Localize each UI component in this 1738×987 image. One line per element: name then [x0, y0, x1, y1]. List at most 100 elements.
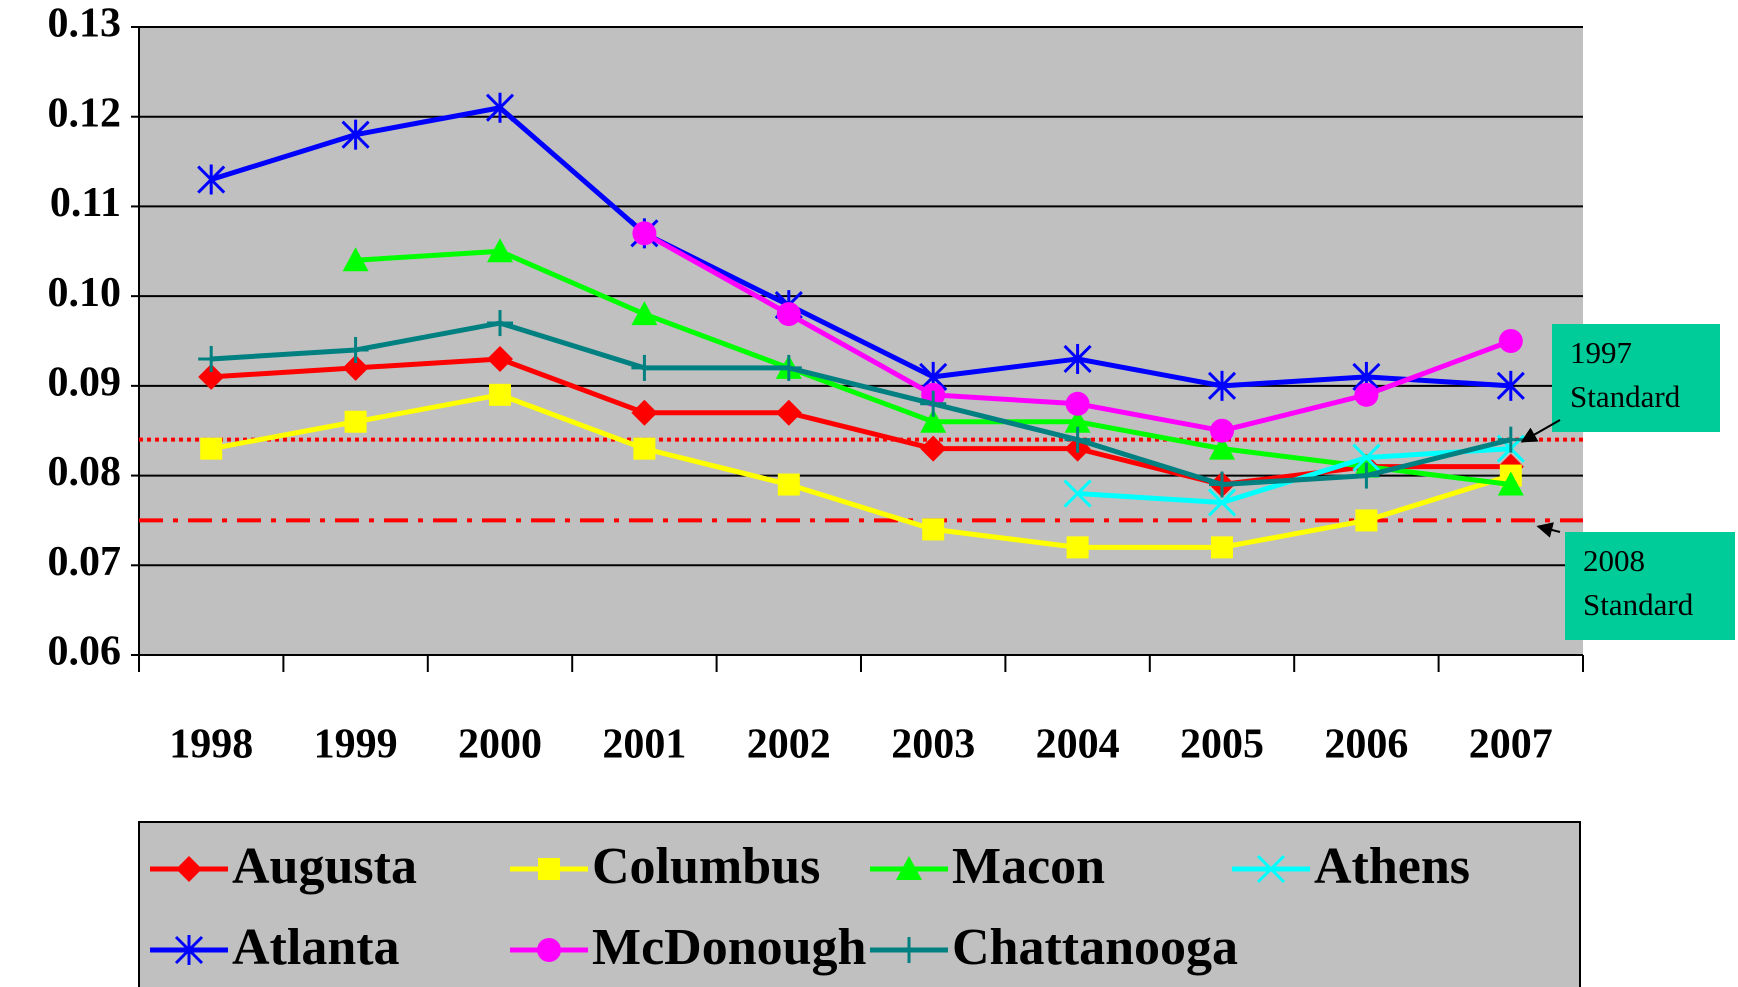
legend-label: Chattanooga: [952, 919, 1238, 976]
marker: [920, 435, 947, 462]
marker-shape: [920, 435, 947, 462]
marker: [1209, 471, 1235, 498]
marker-shape: [631, 301, 658, 326]
y-tick-label: 0.12: [48, 90, 122, 136]
marker-shape: [632, 221, 657, 246]
marker-shape: [922, 518, 945, 541]
marker-stroke: [1256, 854, 1286, 884]
marker: [1211, 536, 1233, 559]
marker: [487, 345, 513, 372]
x-tick-label: 2003: [891, 722, 975, 768]
marker-shape: [1498, 329, 1523, 353]
marker: [632, 221, 657, 246]
marker-shape: [777, 473, 800, 496]
marker: [200, 437, 223, 460]
marker-shape: [631, 399, 658, 426]
annotation-arrow: [1520, 419, 1561, 443]
marker-shape: [176, 856, 202, 882]
marker: [342, 247, 369, 272]
marker: [633, 437, 656, 460]
legend-label: Atlanta: [232, 919, 400, 976]
marker-shape: [776, 302, 801, 327]
x-tick-label: 2001: [602, 722, 686, 768]
marker: [631, 399, 658, 426]
x-tick-label: 1998: [169, 722, 253, 768]
marker-shape: [344, 410, 367, 433]
marker: [1064, 426, 1091, 453]
marker: [538, 858, 560, 880]
marker: [1063, 479, 1092, 508]
marker-shape: [775, 399, 802, 426]
x-tick-label: 2005: [1180, 722, 1264, 768]
marker: [922, 518, 945, 541]
marker: [537, 938, 561, 962]
series-line: [211, 320, 1512, 488]
annotation-text: Standard: [1570, 379, 1681, 414]
annotation-arrow: [1536, 522, 1561, 538]
marker: [485, 92, 515, 123]
marker-shape: [342, 247, 369, 272]
marker: [1353, 462, 1380, 489]
marker: [776, 302, 801, 327]
marker: [631, 354, 658, 381]
annotation-box: [1552, 324, 1720, 432]
marker: [1496, 370, 1525, 401]
marker-shape: [1355, 509, 1378, 532]
marker-shape: [1210, 418, 1234, 443]
marker-shape: [920, 408, 947, 433]
marker-shape: [198, 363, 225, 390]
marker-shape: [1209, 435, 1235, 460]
marker: [1355, 509, 1378, 532]
marker-shape: [487, 238, 513, 263]
marker: [489, 383, 511, 406]
y-tick-label: 0.13: [48, 1, 122, 47]
marker: [1498, 329, 1523, 353]
y-tick-label: 0.11: [50, 180, 121, 226]
x-tick-label: 2002: [747, 722, 831, 768]
marker: [1065, 391, 1090, 416]
x-tick-label: 2000: [458, 722, 542, 768]
marker: [197, 164, 226, 195]
marker: [341, 119, 370, 150]
marker: [174, 935, 204, 965]
marker-shape: [1066, 536, 1089, 559]
marker: [1210, 418, 1234, 443]
marker: [1063, 343, 1092, 374]
marker: [1064, 408, 1091, 433]
marker-shape: [538, 858, 560, 880]
marker: [1066, 536, 1089, 559]
x-tick-label: 2006: [1324, 722, 1408, 768]
marker: [631, 301, 658, 326]
marker: [777, 473, 800, 496]
y-tick-label: 0.09: [48, 359, 122, 405]
marker: [775, 399, 802, 426]
annotation-text: Standard: [1583, 587, 1694, 622]
marker-shape: [487, 345, 513, 372]
y-tick-label: 0.06: [48, 629, 122, 675]
marker: [1352, 443, 1381, 472]
marker: [1207, 370, 1237, 401]
marker: [1207, 488, 1237, 517]
marker-shape: [896, 856, 922, 880]
marker: [344, 410, 367, 433]
series-line: [210, 105, 1511, 389]
marker: [1354, 382, 1379, 407]
marker: [487, 238, 513, 263]
marker-shape: [633, 437, 656, 460]
marker-shape: [1211, 536, 1233, 559]
marker-shape: [1064, 408, 1091, 433]
marker-stroke: [1352, 443, 1381, 472]
marker: [920, 408, 947, 433]
marker: [775, 354, 802, 381]
marker: [1256, 854, 1286, 884]
x-tick-label: 1999: [314, 722, 398, 768]
marker: [1497, 426, 1524, 453]
marker-shape: [537, 938, 561, 962]
marker: [896, 856, 922, 880]
legend-label: Augusta: [232, 838, 417, 895]
legend-label: Columbus: [592, 838, 820, 895]
series-line: [210, 392, 1512, 550]
marker-shape: [1065, 391, 1090, 416]
y-tick-label: 0.07: [48, 539, 122, 585]
